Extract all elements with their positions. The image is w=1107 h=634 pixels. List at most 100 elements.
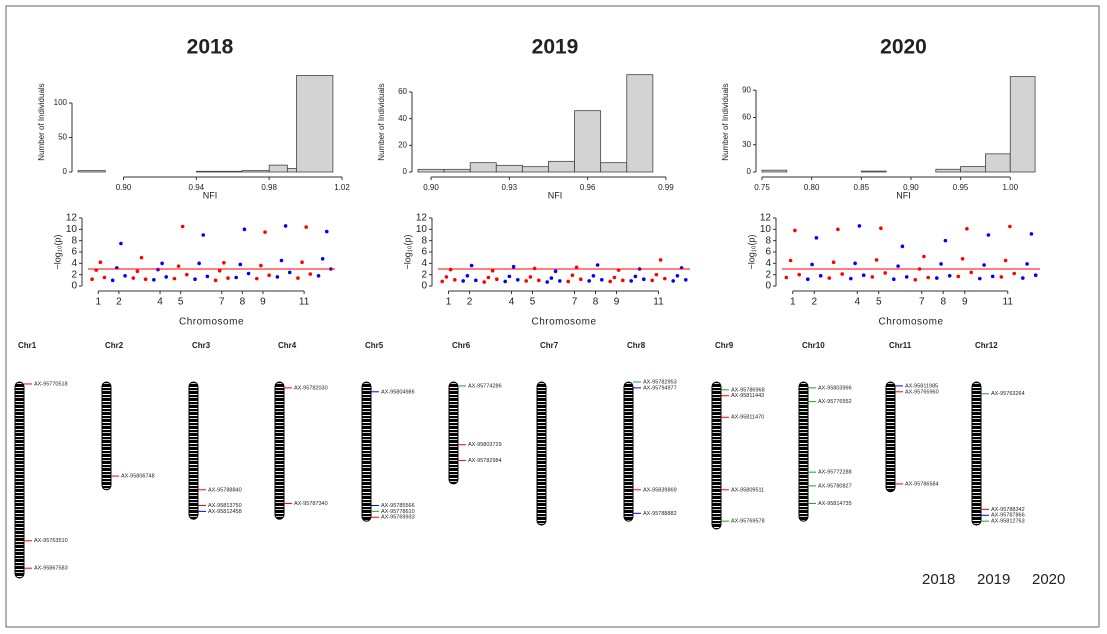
y-tick-label: 4 bbox=[71, 258, 77, 269]
point bbox=[990, 274, 995, 279]
point bbox=[226, 276, 230, 280]
point bbox=[969, 270, 973, 275]
y-tick-label: 6 bbox=[71, 247, 77, 258]
y-tick-label: 8 bbox=[71, 235, 77, 246]
marker-label: AX-95809511 bbox=[731, 487, 764, 493]
point bbox=[516, 277, 520, 282]
point bbox=[448, 267, 453, 272]
chromosome-name: Chr6 bbox=[452, 341, 471, 350]
point bbox=[675, 274, 680, 278]
y-tick-label: 50 bbox=[58, 133, 67, 142]
x-tick-label: 2 bbox=[811, 297, 817, 308]
point bbox=[621, 278, 625, 283]
point bbox=[119, 241, 123, 246]
x-tick-label: 5 bbox=[178, 297, 184, 308]
point bbox=[595, 263, 600, 267]
chart-title: 2019 bbox=[532, 36, 579, 59]
frame bbox=[5, 5, 1100, 628]
y-tick-label: 2 bbox=[71, 269, 77, 280]
chromosome-name: Chr4 bbox=[278, 341, 297, 350]
point bbox=[205, 274, 210, 279]
point bbox=[642, 277, 646, 282]
chromosome bbox=[536, 381, 547, 526]
chromosome-name: Chr2 bbox=[105, 341, 124, 350]
marker-label: AX-95788342 bbox=[991, 507, 1025, 513]
chromosome bbox=[885, 381, 896, 493]
point bbox=[935, 276, 939, 280]
y-axis-label: −log₁₀(p) bbox=[52, 234, 62, 269]
point bbox=[304, 225, 308, 229]
point bbox=[960, 257, 965, 261]
point bbox=[784, 275, 789, 280]
point bbox=[570, 273, 575, 278]
x-tick-label: 2 bbox=[467, 297, 473, 308]
y-axis-label: −log₁₀(p) bbox=[746, 234, 756, 269]
chromosome-name: Chr12 bbox=[975, 341, 998, 350]
legend-label: 2019 bbox=[977, 571, 1010, 588]
y-tick-label: 10 bbox=[416, 224, 428, 235]
y-tick-label: 2 bbox=[765, 269, 771, 280]
point bbox=[654, 272, 659, 277]
x-tick-label: 11 bbox=[1003, 297, 1014, 308]
x-tick-label: 8 bbox=[940, 297, 946, 308]
point bbox=[612, 275, 617, 280]
bar bbox=[761, 169, 788, 173]
bar bbox=[548, 160, 575, 173]
x-tick-label: 2 bbox=[116, 297, 122, 308]
x-tick-label: 1.02 bbox=[334, 183, 350, 192]
bar bbox=[296, 75, 334, 173]
point bbox=[671, 279, 675, 283]
point bbox=[482, 280, 487, 284]
x-axis-label: Chromosome bbox=[878, 317, 943, 328]
x-tick-label: 0.99 bbox=[658, 183, 674, 192]
point bbox=[143, 277, 148, 282]
marker-label: AX-95811470 bbox=[731, 415, 764, 421]
marker-label: AX-95787866 bbox=[991, 513, 1025, 519]
point bbox=[528, 275, 533, 279]
point bbox=[896, 264, 900, 268]
y-axis-label: Number of Individuals bbox=[377, 83, 386, 160]
marker-label: AX-95780827 bbox=[818, 483, 852, 489]
point bbox=[797, 272, 801, 277]
point bbox=[532, 266, 537, 271]
y-tick-label: 90 bbox=[742, 85, 751, 94]
point bbox=[978, 276, 982, 281]
chromosome-name: Chr9 bbox=[715, 341, 734, 350]
point bbox=[524, 279, 528, 283]
bar bbox=[195, 170, 234, 173]
y-tick-label: 6 bbox=[421, 247, 427, 258]
point bbox=[939, 262, 943, 266]
marker-label: AX-95788882 bbox=[643, 511, 677, 517]
point bbox=[629, 279, 633, 283]
x-tick-label: 4 bbox=[854, 297, 860, 308]
marker-label: AX-95867583 bbox=[34, 566, 68, 572]
point bbox=[98, 260, 103, 265]
point bbox=[90, 277, 94, 282]
y-tick-label: 12 bbox=[760, 213, 772, 224]
bar bbox=[268, 164, 288, 173]
chromosome-name: Chr8 bbox=[627, 341, 646, 350]
marker-label: AX-95778610 bbox=[381, 509, 415, 515]
point bbox=[197, 261, 201, 266]
x-tick-label: 0.94 bbox=[189, 183, 205, 192]
point bbox=[836, 227, 840, 232]
marker-label: AX-95803996 bbox=[818, 385, 852, 391]
y-tick-label: 20 bbox=[398, 140, 407, 149]
point bbox=[486, 275, 491, 280]
marker-label: AX-95788840 bbox=[208, 487, 242, 493]
x-tick-label: 0.96 bbox=[580, 183, 596, 192]
marker-label: AX-95814735 bbox=[818, 501, 852, 507]
marker-label: AX-95770518 bbox=[34, 381, 68, 387]
bar bbox=[77, 170, 106, 173]
point bbox=[135, 269, 140, 274]
chart-title: 2020 bbox=[880, 36, 927, 59]
point bbox=[818, 274, 823, 278]
point bbox=[238, 262, 243, 267]
x-axis-label: Chromosome bbox=[531, 317, 596, 328]
point bbox=[300, 260, 304, 265]
point bbox=[579, 277, 583, 282]
chromosome bbox=[274, 381, 285, 520]
chromosome-name: Chr3 bbox=[192, 341, 211, 350]
x-tick-label: 5 bbox=[530, 297, 536, 308]
chromosome-name: Chr11 bbox=[889, 341, 912, 350]
